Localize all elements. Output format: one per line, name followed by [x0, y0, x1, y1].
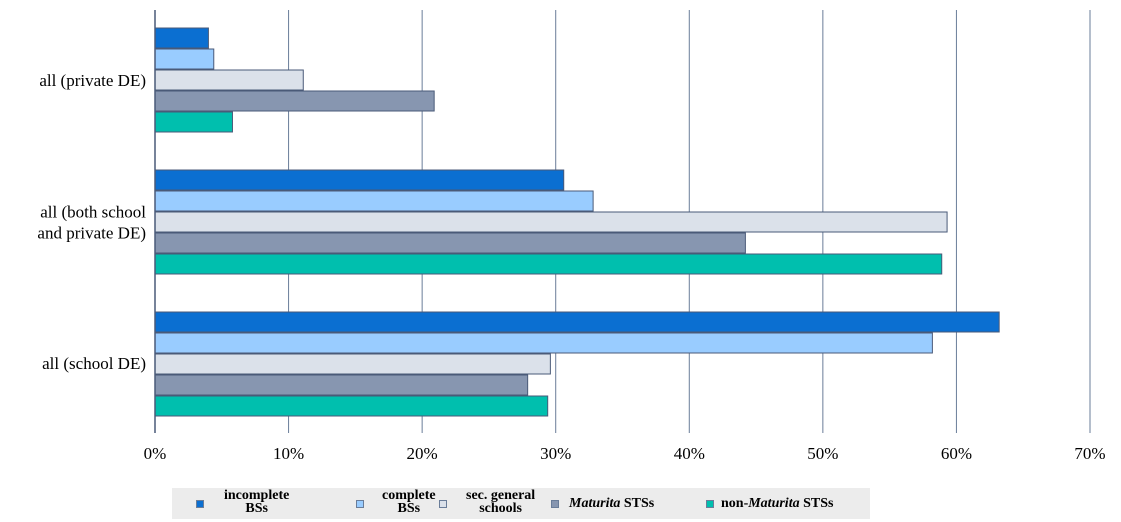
x-tick-label: 30% — [540, 444, 571, 463]
legend-swatch — [439, 500, 447, 508]
legend-swatch — [706, 500, 714, 508]
bar-sec-general-schools-1 — [155, 212, 947, 232]
category-label: all (school DE) — [42, 354, 146, 373]
bar-sec-general-schools-0 — [155, 354, 550, 374]
bar-incomplete-bss-2 — [155, 28, 208, 48]
legend-label: non-Maturita STSs — [721, 497, 833, 510]
x-tick-label: 60% — [941, 444, 972, 463]
x-tick-label: 0% — [144, 444, 167, 463]
category-label: and private DE) — [37, 224, 146, 243]
legend-swatch — [196, 500, 204, 508]
bar-sec-general-schools-2 — [155, 70, 303, 90]
category-label: all (both school — [40, 203, 146, 222]
bar-complete-bss-1 — [155, 191, 593, 211]
x-tick-label: 40% — [674, 444, 705, 463]
bar-complete-bss-2 — [155, 49, 214, 69]
legend-swatch — [551, 500, 559, 508]
bar-incomplete-bss-0 — [155, 312, 999, 332]
legend-label: sec. general schools — [466, 489, 535, 515]
category-label: all (private DE) — [39, 71, 146, 90]
x-tick-label: 20% — [407, 444, 438, 463]
bar-incomplete-bss-1 — [155, 170, 564, 190]
bar-non-maturita-stss-2 — [155, 112, 232, 132]
bar-non-maturita-stss-0 — [155, 396, 548, 416]
legend-label: incomplete BSs — [224, 489, 289, 515]
bar-maturita-stss-0 — [155, 375, 528, 395]
bar-complete-bss-0 — [155, 333, 932, 353]
bar-maturita-stss-2 — [155, 91, 434, 111]
legend-label: Maturita STSs — [569, 497, 654, 510]
chart-plot: 0% 10% 20% 30% 40% 50% 60% 70% all (school DE) al… — [0, 0, 1121, 480]
bar-non-maturita-stss-1 — [155, 254, 942, 274]
bar-maturita-stss-1 — [155, 233, 745, 253]
x-tick-label: 10% — [273, 444, 304, 463]
x-tick-label: 50% — [807, 444, 838, 463]
legend-swatch — [356, 500, 364, 508]
legend-label: complete BSs — [382, 489, 436, 515]
chart-legend: incomplete BSs complete BSs sec. general scho… — [172, 488, 870, 519]
x-tick-label: 70% — [1074, 444, 1105, 463]
